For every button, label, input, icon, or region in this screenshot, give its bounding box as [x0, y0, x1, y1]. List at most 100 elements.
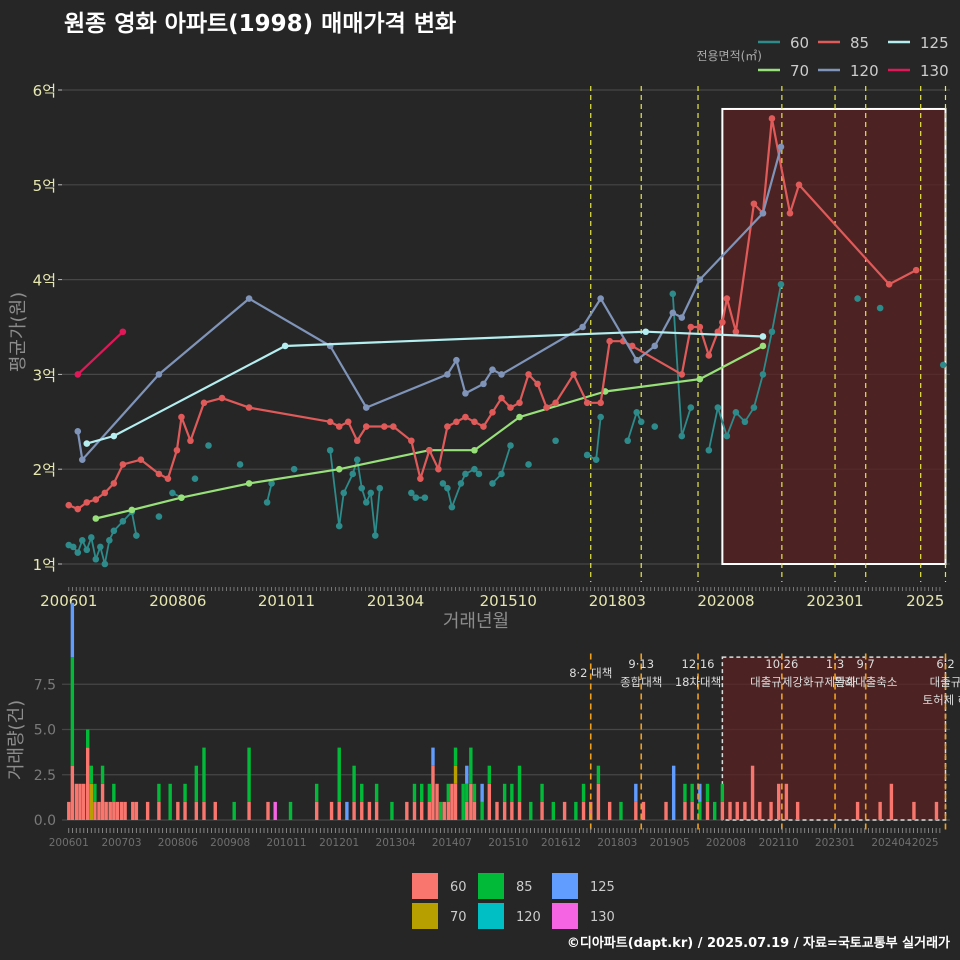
bar-x-tick-label: 200908 [210, 837, 250, 849]
series-point-85 [92, 496, 100, 503]
volume-bar [247, 801, 251, 820]
series-point-60 [169, 489, 176, 497]
volume-bar [81, 783, 86, 820]
x-tick-label: 200601 [40, 592, 97, 610]
x-tick-label: 201803 [589, 592, 646, 610]
series-point-85 [719, 318, 726, 326]
volume-bar [131, 801, 135, 820]
policy-label: 규제완화 [814, 675, 857, 689]
series-point-60 [475, 470, 483, 478]
volume-bar [213, 801, 217, 820]
series-segment-60 [90, 537, 97, 560]
legend-title: 전용면적(㎡) [696, 49, 762, 63]
series-point-85 [101, 489, 109, 497]
bar-legend-label-70: 70 [450, 910, 467, 925]
series-segment-60 [130, 511, 138, 536]
series-point-85 [335, 423, 343, 430]
volume-bar [450, 783, 454, 820]
volume-bar [934, 801, 939, 820]
volume-bar [67, 801, 71, 820]
volume-bar [517, 765, 522, 802]
bar-x-tick-label: 201510 [488, 837, 528, 849]
volume-bar [502, 783, 507, 802]
volume-bar [273, 801, 277, 820]
volume-bar [374, 783, 379, 802]
series-point-120 [245, 295, 253, 302]
series-point-60 [335, 522, 343, 530]
bar-x-tick-label: 202110 [759, 837, 799, 849]
series-point-60 [525, 461, 532, 468]
series-point-85 [380, 423, 388, 430]
volume-bar [194, 765, 199, 802]
series-segment-60 [103, 540, 111, 565]
bar-y-axis-title: 거래량(건) [6, 700, 27, 780]
series-point-125 [642, 328, 650, 336]
volume-bar [465, 801, 469, 820]
series-point-120 [444, 371, 451, 378]
bar-legend-swatch-70 [412, 903, 438, 929]
series-point-60 [498, 470, 505, 478]
volume-bar [574, 801, 578, 820]
volume-bar [517, 801, 522, 820]
series-point-60 [205, 442, 212, 449]
bar-legend-swatch-60 [412, 873, 438, 899]
volume-bar [104, 801, 108, 820]
policy-label: 9·13 [628, 657, 654, 671]
series-point-85 [435, 465, 442, 473]
series-point-85 [516, 399, 523, 407]
volume-bar [183, 783, 187, 802]
series-point-60 [408, 489, 415, 497]
series-segment-60 [338, 492, 345, 527]
series-point-85 [408, 437, 415, 445]
series-point-85 [732, 328, 740, 336]
series-point-60 [376, 484, 384, 492]
series-point-60 [412, 494, 420, 501]
series-point-60 [678, 432, 686, 440]
bar-x-tick-label: 200703 [101, 837, 141, 849]
series-point-85 [795, 181, 803, 189]
series-point-85 [453, 418, 460, 426]
series-point-60 [353, 456, 361, 464]
bar-x-tick-label: 202404 [871, 837, 911, 849]
series-point-85 [498, 394, 505, 402]
series-point-60 [777, 281, 785, 288]
series-point-60 [371, 532, 379, 539]
series-segment-60 [626, 412, 638, 442]
series-point-85 [390, 423, 397, 430]
series-point-60 [268, 480, 275, 487]
volume-bar [487, 765, 492, 784]
series-point-120 [696, 276, 704, 283]
bar-x-tick-label: 201201 [319, 837, 359, 849]
series-point-85 [705, 352, 713, 359]
series-point-60 [133, 532, 140, 539]
series-point-60 [421, 494, 429, 501]
x-tick-label: 201011 [258, 592, 315, 610]
series-point-120 [633, 356, 641, 364]
series-point-120 [678, 314, 686, 321]
legend-label-70: 70 [790, 62, 809, 80]
volume-bar [465, 783, 469, 802]
volume-bar [329, 801, 334, 820]
series-point-60 [462, 470, 469, 478]
volume-bar [427, 801, 432, 820]
series-point-120 [489, 366, 496, 373]
volume-bar [70, 765, 75, 820]
series-point-60 [768, 328, 776, 336]
policy-label: 토허제 해 [923, 693, 960, 707]
bar-y-tick-label: 0.0 [34, 813, 56, 829]
bar-legend-label-120: 120 [516, 910, 541, 925]
volume-bar [453, 765, 458, 784]
series-segment-60 [342, 473, 354, 494]
volume-bar [70, 657, 75, 766]
volume-bar [469, 747, 473, 784]
bar-x-tick-label: 201803 [597, 837, 637, 849]
series-segment-60 [680, 407, 692, 437]
series-point-60 [669, 290, 677, 298]
volume-bar [345, 801, 349, 820]
x-axis-title: 거래년월 [443, 611, 509, 632]
series-point-85 [200, 399, 208, 407]
series-segment-60 [500, 445, 512, 475]
series-point-85 [786, 209, 794, 217]
series-point-85 [462, 413, 469, 421]
series-segment-60 [671, 293, 683, 437]
